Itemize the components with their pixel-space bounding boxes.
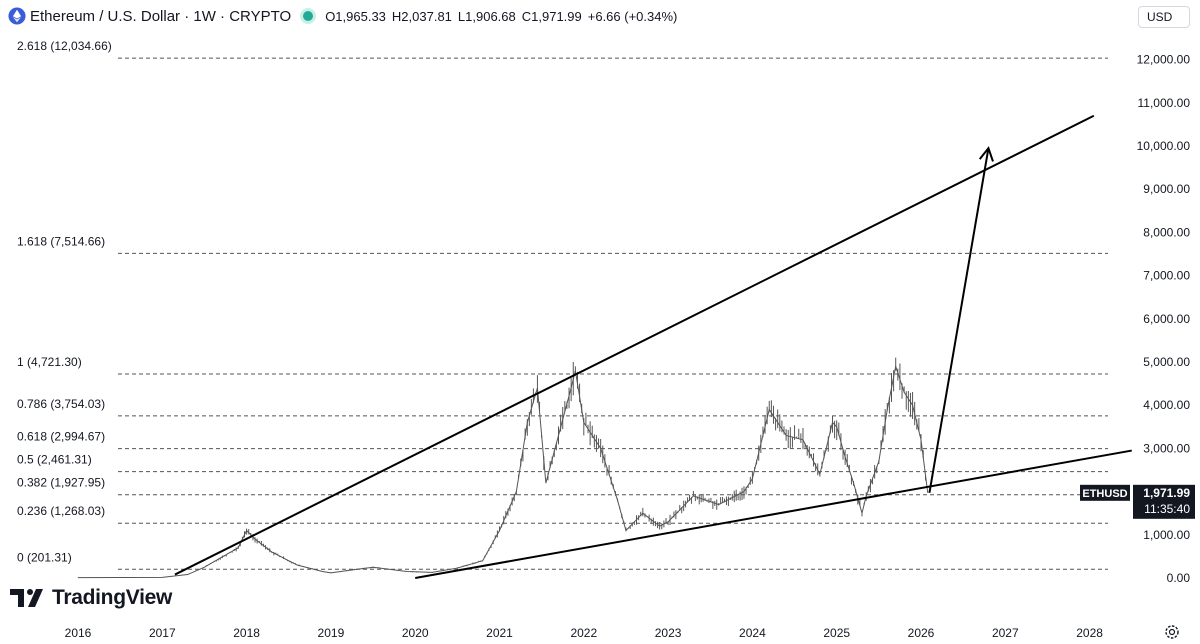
x-tick-label: 2020 [402,626,429,640]
fib-level-label: 0.382 (1,927.95) [17,476,105,490]
symbol-tag-text: ETHUSD [1082,488,1127,500]
fib-level-label: 0.236 (1,268.03) [17,504,105,518]
ohlc-low: L1,906.68 [457,8,516,24]
fib-level-label: 1 (4,721.30) [17,355,82,369]
y-tick-label: 6,000.00 [1143,312,1190,326]
chart-header: Ethereum / U.S. Dollar · 1W · CRYPTO O1,… [0,0,1100,32]
x-tick-label: 2024 [739,626,766,640]
y-tick-label: 10,000.00 [1137,139,1191,153]
price-tag-countdown: 11:35:40 [1144,502,1190,516]
upper-wedge-line [174,114,1095,576]
tradingview-logo [10,589,43,607]
price-tag-value: 1,971.99 [1143,486,1190,500]
y-tick-label: 3,000.00 [1143,441,1190,455]
x-tick-label: 2022 [570,626,597,640]
y-tick-label: 11,000.00 [1138,96,1191,110]
symbol-title[interactable]: Ethereum / U.S. Dollar · 1W · CRYPTO [30,7,292,25]
x-tick-label: 2023 [655,626,682,640]
ohlc-change: +6.66 (+0.34%) [587,8,678,24]
y-tick-label: 9,000.00 [1143,182,1190,196]
ethereum-icon [8,7,26,25]
ohlc-high: H2,037.81 [391,8,452,24]
ohlc-open: O1,965.33 [325,8,386,24]
y-tick-label: 5,000.00 [1143,355,1190,369]
tradingview-watermark[interactable]: TradingView [10,586,172,610]
fib-level-label: 1.618 (7,514.66) [17,234,105,248]
y-tick-label: 8,000.00 [1143,225,1190,239]
fib-level-label: 0.618 (2,994.67) [17,430,105,444]
x-tick-label: 2016 [65,626,92,640]
y-tick-label: 7,000.00 [1143,269,1190,283]
y-tick-label: 1,000.00 [1143,528,1190,542]
price-tag-bg [1133,484,1195,519]
x-tick-label: 2025 [823,626,850,640]
y-tick-label: 12,000.00 [1137,53,1191,67]
drawings[interactable] [174,114,1132,579]
y-tick-label: 4,000.00 [1143,398,1190,412]
x-tick-label: 2028 [1076,626,1103,640]
symbol-tag-bg [1080,484,1130,501]
fib-level-label: 0.786 (3,754.03) [17,397,105,411]
target-projection-arrow [928,147,990,493]
fib-level-label: 2.618 (12,034.66) [17,39,112,53]
fib-level-label: 0 (201.31) [17,550,72,564]
x-tick-label: 2021 [486,626,513,640]
settings-gear-icon[interactable] [1164,624,1180,640]
fib-retracement: 2.618 (12,034.66) 1.618 (7,514.66) 1 (4,72… [17,39,1108,570]
fib-level-label: 0.5 (2,461.31) [17,453,92,467]
last-price-tag: ETHUSD 1,971.99 11:35:40 [1080,484,1195,519]
ohlc-close: C1,971.99 [521,8,582,24]
currency-selector[interactable]: USD [1138,6,1190,28]
candles [77,357,929,579]
time-axis[interactable]: 2016 2017 2018 2019 2020 2021 2022 2023 2024 2025… [65,626,1104,640]
x-tick-label: 2019 [318,626,345,640]
watermark-text: TradingView [52,586,173,609]
x-tick-label: 2027 [992,626,1019,640]
x-tick-label: 2017 [149,626,176,640]
x-tick-label: 2018 [233,626,260,640]
market-status-dot [303,11,314,21]
x-tick-label: 2026 [908,626,935,640]
lower-wedge-line [415,449,1132,579]
arrow-head [978,146,994,162]
y-tick-label: 0.00 [1167,571,1191,585]
